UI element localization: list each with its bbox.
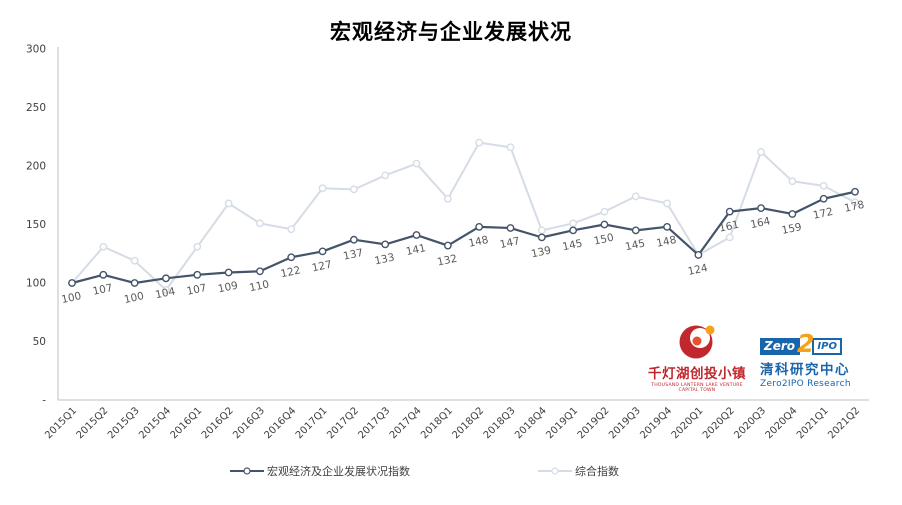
svg-text:2016Q3: 2016Q3 xyxy=(231,405,267,441)
svg-text:100: 100 xyxy=(60,290,82,306)
svg-text:2020Q1: 2020Q1 xyxy=(670,405,706,441)
chart-title: 宏观经济与企业发展状况 xyxy=(330,20,572,44)
svg-text:107: 107 xyxy=(186,282,208,298)
svg-text:2018Q4: 2018Q4 xyxy=(513,405,549,441)
svg-text:2016Q4: 2016Q4 xyxy=(263,405,299,441)
svg-text:2020Q3: 2020Q3 xyxy=(732,405,768,441)
svg-text:2017Q2: 2017Q2 xyxy=(325,405,361,441)
svg-text:250: 250 xyxy=(26,102,46,114)
svg-text:159: 159 xyxy=(781,221,803,237)
svg-text:145: 145 xyxy=(624,237,646,253)
svg-text:150: 150 xyxy=(593,232,615,248)
zero2ipo-logo: Zero 2 IPO 清科研究中心 Zero2IPO Research xyxy=(760,331,864,389)
zero2ipo-cn-name: 清科研究中心 xyxy=(760,362,850,378)
svg-text:2017Q1: 2017Q1 xyxy=(294,405,330,441)
svg-text:145: 145 xyxy=(561,237,583,253)
svg-text:2017Q4: 2017Q4 xyxy=(388,405,424,441)
svg-text:2017Q3: 2017Q3 xyxy=(356,405,392,441)
svg-text:2020Q2: 2020Q2 xyxy=(701,405,737,441)
svg-text:2016Q1: 2016Q1 xyxy=(169,405,205,441)
svg-text:50: 50 xyxy=(33,336,46,348)
svg-text:2016Q2: 2016Q2 xyxy=(200,405,236,441)
svg-text:141: 141 xyxy=(405,242,427,258)
svg-text:2018Q3: 2018Q3 xyxy=(482,405,518,441)
svg-text:150: 150 xyxy=(26,219,46,231)
svg-text:122: 122 xyxy=(280,264,302,280)
svg-text:2015Q3: 2015Q3 xyxy=(106,405,142,441)
svg-text:110: 110 xyxy=(248,278,270,294)
zero2ipo-two: 2 xyxy=(797,329,815,358)
svg-text:161: 161 xyxy=(718,219,740,235)
svg-text:2019Q4: 2019Q4 xyxy=(638,405,674,441)
qdh-logo-swirl-icon xyxy=(679,325,715,359)
svg-text:2020Q4: 2020Q4 xyxy=(764,405,800,441)
zero2ipo-wordmark: Zero 2 IPO xyxy=(760,329,864,358)
svg-text:100: 100 xyxy=(123,290,145,306)
svg-text:2021Q2: 2021Q2 xyxy=(826,405,862,441)
svg-text:2015Q1: 2015Q1 xyxy=(43,405,79,441)
qdh-logo-subtext: THOUSAND LANTERN LAKE VENTURE CAPITAL TO… xyxy=(651,383,743,393)
svg-text:2019Q3: 2019Q3 xyxy=(607,405,643,441)
macro-index-series xyxy=(68,187,859,287)
svg-text:147: 147 xyxy=(499,235,521,251)
qdh-logo-name: 千灯湖创投小镇 xyxy=(648,366,746,382)
legend-item-composite-index: 综合指数 xyxy=(538,463,619,479)
svg-text:-: - xyxy=(42,395,46,407)
zero2ipo-zero-box: Zero xyxy=(760,338,801,355)
zero2ipo-ipo-box: IPO xyxy=(812,338,842,355)
x-axis-labels: 2015Q12015Q22015Q32015Q42016Q12016Q22016… xyxy=(43,405,862,441)
composite-series-swatch xyxy=(538,467,572,475)
axes xyxy=(57,47,869,401)
svg-text:2015Q4: 2015Q4 xyxy=(137,405,173,441)
legend-label-macro-index: 宏观经济及企业发展状况指数 xyxy=(267,465,410,478)
svg-text:164: 164 xyxy=(749,215,771,231)
svg-text:100: 100 xyxy=(26,278,46,290)
svg-text:2021Q1: 2021Q1 xyxy=(795,405,831,441)
svg-text:300: 300 xyxy=(26,44,46,56)
svg-text:109: 109 xyxy=(217,280,239,296)
composite-index-series xyxy=(68,138,859,294)
svg-text:2018Q1: 2018Q1 xyxy=(419,405,455,441)
svg-text:104: 104 xyxy=(154,285,176,301)
svg-text:127: 127 xyxy=(311,259,333,275)
svg-text:148: 148 xyxy=(467,234,489,250)
svg-text:132: 132 xyxy=(436,253,458,269)
y-axis-labels: 300 250 200 150 100 50 - xyxy=(26,44,46,407)
legend-label-composite-index: 综合指数 xyxy=(575,465,619,478)
svg-text:200: 200 xyxy=(26,161,46,173)
svg-text:2019Q1: 2019Q1 xyxy=(544,405,580,441)
svg-text:178: 178 xyxy=(843,199,865,215)
svg-text:124: 124 xyxy=(687,262,709,278)
zero2ipo-en-name: Zero2IPO Research xyxy=(760,379,851,389)
svg-text:139: 139 xyxy=(530,244,552,260)
svg-text:2018Q2: 2018Q2 xyxy=(450,405,486,441)
svg-text:133: 133 xyxy=(374,252,396,268)
svg-text:2019Q2: 2019Q2 xyxy=(576,405,612,441)
svg-text:107: 107 xyxy=(92,282,114,298)
svg-text:148: 148 xyxy=(655,234,677,250)
qdh-logo: 千灯湖创投小镇 THOUSAND LANTERN LAKE VENTURE CA… xyxy=(644,321,750,393)
svg-text:172: 172 xyxy=(812,206,834,222)
svg-text:137: 137 xyxy=(342,247,364,263)
svg-text:2015Q2: 2015Q2 xyxy=(75,405,111,441)
legend-item-macro-index: 宏观经济及企业发展状况指数 xyxy=(230,463,410,479)
macro-series-swatch xyxy=(230,467,264,475)
data-labels: 100 107 100 104 107 109 110 122 127 137 133 141 132 1… xyxy=(60,199,865,306)
